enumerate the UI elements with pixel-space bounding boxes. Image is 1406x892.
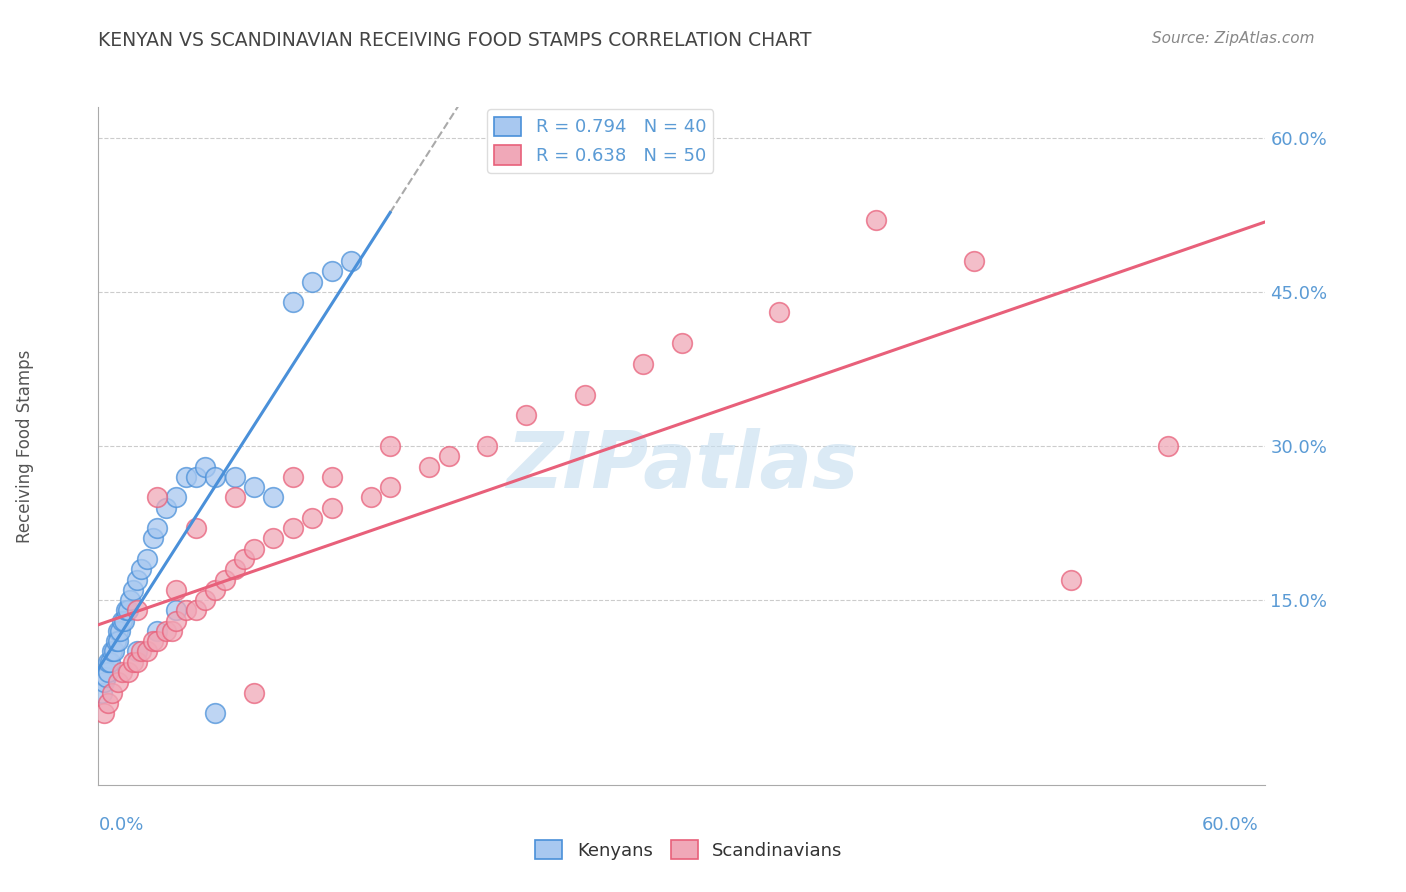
Legend: R = 0.794   N = 40, R = 0.638   N = 50: R = 0.794 N = 40, R = 0.638 N = 50	[486, 110, 713, 172]
Point	[127, 655, 149, 669]
Point	[111, 665, 134, 679]
Point	[104, 634, 127, 648]
Point	[204, 582, 226, 597]
Point	[378, 439, 402, 453]
Point	[101, 644, 124, 658]
Point	[378, 480, 402, 494]
Point	[91, 685, 114, 699]
Point	[103, 644, 125, 658]
Point	[111, 614, 134, 628]
Point	[262, 491, 284, 505]
Point	[117, 665, 139, 679]
Point	[165, 603, 187, 617]
Point	[671, 336, 693, 351]
Point	[321, 264, 343, 278]
Point	[96, 670, 118, 684]
Point	[281, 470, 304, 484]
Point	[194, 459, 217, 474]
Point	[962, 254, 984, 268]
Text: 0.0%: 0.0%	[98, 816, 143, 834]
Point	[127, 603, 149, 617]
Point	[574, 387, 596, 401]
Point	[127, 573, 149, 587]
Point	[165, 582, 187, 597]
Point	[146, 634, 169, 648]
Point	[97, 665, 120, 679]
Point	[107, 624, 129, 638]
Point	[129, 562, 152, 576]
Point	[155, 624, 177, 638]
Point	[118, 593, 141, 607]
Point	[437, 450, 460, 464]
Point	[93, 675, 115, 690]
Point	[146, 521, 169, 535]
Point	[101, 685, 124, 699]
Point	[243, 541, 266, 556]
Point	[515, 408, 537, 422]
Text: Source: ZipAtlas.com: Source: ZipAtlas.com	[1152, 31, 1315, 46]
Point	[142, 532, 165, 546]
Point	[122, 655, 145, 669]
Text: 60.0%: 60.0%	[1202, 816, 1258, 834]
Point	[224, 491, 246, 505]
Point	[243, 685, 266, 699]
Text: ZIPatlas: ZIPatlas	[506, 428, 858, 504]
Text: KENYAN VS SCANDINAVIAN RECEIVING FOOD STAMPS CORRELATION CHART: KENYAN VS SCANDINAVIAN RECEIVING FOOD ST…	[98, 31, 811, 50]
Point	[108, 624, 131, 638]
Point	[114, 603, 136, 617]
Point	[233, 552, 256, 566]
Point	[214, 573, 236, 587]
Point	[162, 624, 184, 638]
Legend: Kenyans, Scandinavians: Kenyans, Scandinavians	[529, 832, 849, 867]
Point	[122, 582, 145, 597]
Point	[477, 439, 499, 453]
Point	[136, 644, 159, 658]
Point	[97, 696, 120, 710]
Point	[360, 491, 382, 505]
Point	[281, 521, 304, 535]
Point	[136, 552, 159, 566]
Point	[146, 624, 169, 638]
Point	[97, 655, 120, 669]
Point	[865, 213, 887, 227]
Point	[129, 644, 152, 658]
Point	[174, 470, 197, 484]
Point	[281, 295, 304, 310]
Point	[165, 614, 187, 628]
Point	[107, 675, 129, 690]
Point	[204, 706, 226, 720]
Point	[1060, 573, 1083, 587]
Point	[224, 562, 246, 576]
Point	[117, 603, 139, 617]
Point	[165, 491, 187, 505]
Point	[301, 275, 323, 289]
Point	[194, 593, 217, 607]
Point	[184, 603, 207, 617]
Point	[224, 470, 246, 484]
Point	[321, 470, 343, 484]
Point	[98, 655, 121, 669]
Point	[340, 254, 363, 268]
Point	[112, 614, 135, 628]
Point	[127, 644, 149, 658]
Point	[184, 521, 207, 535]
Point	[321, 500, 343, 515]
Point	[146, 491, 169, 505]
Point	[631, 357, 654, 371]
Point	[93, 706, 115, 720]
Text: Receiving Food Stamps: Receiving Food Stamps	[17, 350, 34, 542]
Point	[142, 634, 165, 648]
Point	[768, 305, 790, 319]
Point	[155, 500, 177, 515]
Point	[1157, 439, 1180, 453]
Point	[301, 511, 323, 525]
Point	[204, 470, 226, 484]
Point	[184, 470, 207, 484]
Point	[262, 532, 284, 546]
Point	[418, 459, 440, 474]
Point	[107, 634, 129, 648]
Point	[243, 480, 266, 494]
Point	[174, 603, 197, 617]
